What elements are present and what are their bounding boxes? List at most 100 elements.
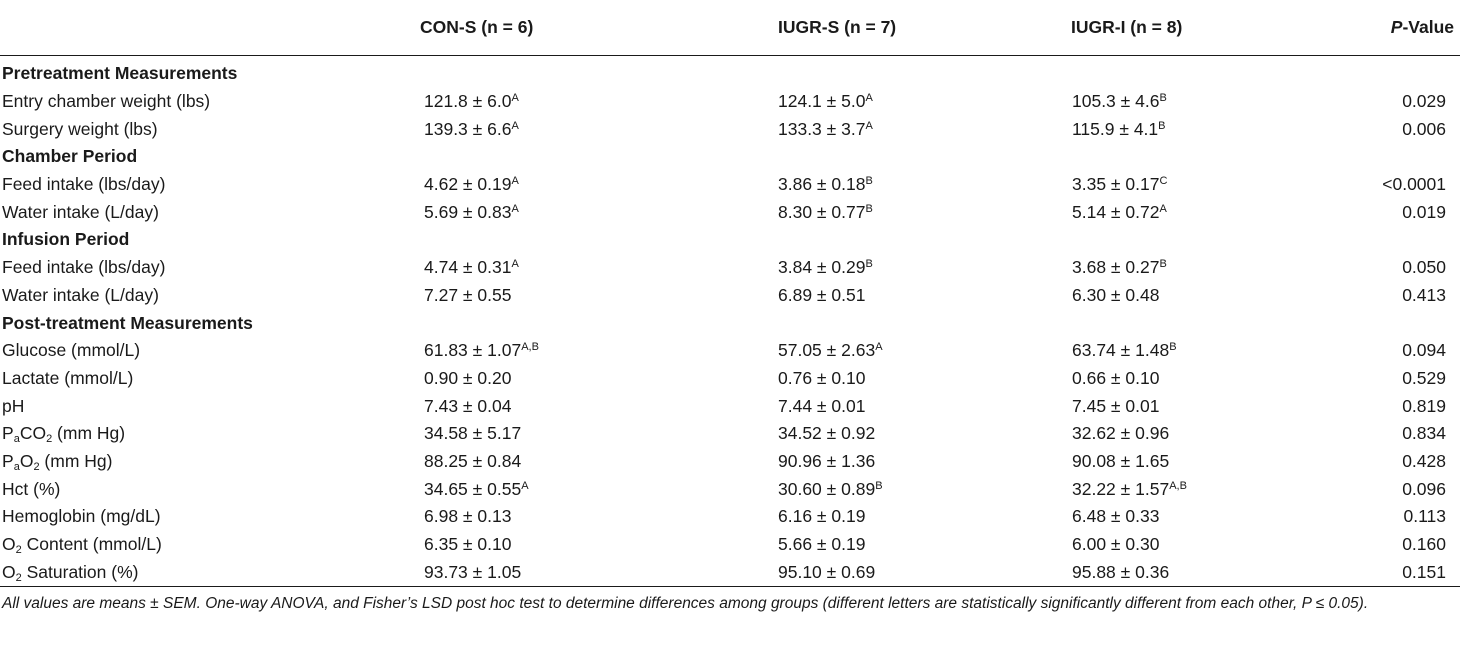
row-label: Feed intake (lbs/day) <box>2 257 166 278</box>
value-con-s: 6.35 ± 0.10 <box>390 531 654 559</box>
mean-sem: 6.89 ± 0.51 <box>778 284 866 305</box>
label-text: Content (mmol/L) <box>21 534 162 555</box>
mean-sem: 0.76 ± 0.10 <box>778 367 866 388</box>
value-iugr-s: 7.44 ± 0.01 <box>654 392 999 420</box>
value-con-s: 34.58 ± 5.17 <box>390 420 654 448</box>
mean-sem: 6.35 ± 0.10 <box>424 534 512 555</box>
mean-sem: 34.52 ± 0.92 <box>778 423 876 444</box>
row-label: PaCO2 (mm Hg) <box>0 420 390 448</box>
table-body: Pretreatment Measurements Entry chamber w… <box>0 56 1460 587</box>
p-value: 0.834 <box>1402 423 1446 444</box>
label-subscript: 2 <box>46 433 53 446</box>
mean-sem: 6.48 ± 0.33 <box>1072 506 1160 527</box>
row-label: pH <box>2 395 25 416</box>
table-row: PaCO2 (mm Hg) 34.58 ± 5.17 34.52 ± 0.92 32.… <box>0 420 1460 448</box>
mean-sem: 4.74 ± 0.31 <box>424 257 512 278</box>
significance-letter: B <box>1169 341 1177 354</box>
p-value: 0.113 <box>1403 506 1447 527</box>
mean-sem: 4.62 ± 0.19 <box>424 174 512 195</box>
row-label: Water intake (L/day) <box>2 201 159 222</box>
table-row: Water intake (L/day) 7.27 ± 0.55 6.89 ± 0.… <box>0 282 1460 310</box>
value-iugr-s: 3.86 ± 0.18B <box>654 171 999 199</box>
value-con-s: 4.62 ± 0.19A <box>390 171 654 199</box>
mean-sem: 88.25 ± 0.84 <box>424 450 522 471</box>
mean-sem: 3.68 ± 0.27 <box>1072 257 1160 278</box>
p-value: 0.006 <box>1402 118 1446 139</box>
mean-sem: 6.98 ± 0.13 <box>424 506 512 527</box>
label-subscript: 2 <box>15 571 22 584</box>
table-row: Glucose (mmol/L) 61.83 ± 1.07A,B 57.05 ± 2… <box>0 337 1460 365</box>
value-iugr-s: 30.60 ± 0.89B <box>654 475 999 503</box>
label-subscript: a <box>13 460 20 473</box>
label-text: CO <box>19 423 47 444</box>
header-p-rest: -Value <box>1402 17 1454 37</box>
significance-letter: B <box>865 202 873 215</box>
significance-letter: A <box>511 258 519 271</box>
value-iugr-s: 34.52 ± 0.92 <box>654 420 999 448</box>
table-row: Hct (%) 34.65 ± 0.55A 30.60 ± 0.89B 32.22 ±… <box>0 475 1460 503</box>
p-value: 0.019 <box>1402 201 1446 222</box>
row-label: O2 Saturation (%) <box>0 558 390 586</box>
value-con-s: 61.83 ± 1.07A,B <box>390 337 654 365</box>
significance-letter: B <box>865 175 873 188</box>
mean-sem: 30.60 ± 0.89 <box>778 478 876 499</box>
value-con-s: 93.73 ± 1.05 <box>390 558 654 586</box>
data-table: CON-S (n = 6) IUGR-S (n = 7) IUGR-I (n =… <box>0 17 1460 587</box>
section-row: Post-treatment Measurements <box>0 309 1460 337</box>
value-iugr-s: 8.30 ± 0.77B <box>654 198 999 226</box>
significance-letter: A,B <box>521 341 539 354</box>
p-value: 0.050 <box>1402 257 1446 278</box>
mean-sem: 7.27 ± 0.55 <box>424 284 512 305</box>
value-con-s: 7.43 ± 0.04 <box>390 392 654 420</box>
mean-sem: 6.30 ± 0.48 <box>1072 284 1160 305</box>
p-value: 0.819 <box>1402 395 1446 416</box>
mean-sem: 32.62 ± 0.96 <box>1072 423 1170 444</box>
section-heading: Post-treatment Measurements <box>2 312 253 333</box>
mean-sem: 3.86 ± 0.18 <box>778 174 866 195</box>
section-row: Chamber Period <box>0 143 1460 171</box>
mean-sem: 6.16 ± 0.19 <box>778 506 866 527</box>
value-iugr-i: 5.14 ± 0.72A <box>999 198 1309 226</box>
value-iugr-i: 95.88 ± 0.36 <box>999 558 1309 586</box>
mean-sem: 133.3 ± 3.7 <box>778 118 866 139</box>
value-iugr-s: 90.96 ± 1.36 <box>654 448 999 476</box>
value-iugr-i: 3.35 ± 0.17C <box>999 171 1309 199</box>
p-value: 0.413 <box>1402 284 1446 305</box>
label-text: (mm Hg) <box>52 423 126 444</box>
mean-sem: 3.84 ± 0.29 <box>778 257 866 278</box>
mean-sem: 34.65 ± 0.55 <box>424 478 522 499</box>
value-con-s: 121.8 ± 6.0A <box>390 88 654 116</box>
table-row: Feed intake (lbs/day) 4.62 ± 0.19A 3.86 ± … <box>0 171 1460 199</box>
label-text: Saturation (%) <box>21 561 139 582</box>
mean-sem: 90.96 ± 1.36 <box>778 450 876 471</box>
significance-letter: A,B <box>1169 479 1187 492</box>
significance-letter: A <box>521 479 529 492</box>
section-heading: Pretreatment Measurements <box>2 63 238 84</box>
mean-sem: 124.1 ± 5.0 <box>778 91 866 112</box>
value-iugr-s: 133.3 ± 3.7A <box>654 115 999 143</box>
value-iugr-i: 90.08 ± 1.65 <box>999 448 1309 476</box>
significance-letter: B <box>1159 258 1167 271</box>
section-heading: Chamber Period <box>2 146 138 167</box>
value-con-s: 6.98 ± 0.13 <box>390 503 654 531</box>
value-iugr-s: 0.76 ± 0.10 <box>654 365 999 393</box>
mean-sem: 90.08 ± 1.65 <box>1072 450 1170 471</box>
significance-letter: A <box>875 341 883 354</box>
significance-letter: B <box>875 479 883 492</box>
row-label: Entry chamber weight (lbs) <box>2 91 211 112</box>
value-iugr-i: 6.30 ± 0.48 <box>999 282 1309 310</box>
significance-letter: C <box>1159 175 1168 188</box>
value-iugr-s: 57.05 ± 2.63A <box>654 337 999 365</box>
table-row: Surgery weight (lbs) 139.3 ± 6.6A 133.3 ± … <box>0 115 1460 143</box>
p-value: 0.428 <box>1402 450 1446 471</box>
label-text: P <box>2 423 14 444</box>
mean-sem: 115.9 ± 4.1 <box>1072 118 1159 139</box>
mean-sem: 95.88 ± 0.36 <box>1072 561 1170 582</box>
p-value: 0.529 <box>1402 367 1446 388</box>
row-label: PaO2 (mm Hg) <box>0 448 390 476</box>
mean-sem: 8.30 ± 0.77 <box>778 201 866 222</box>
label-text: O <box>2 561 16 582</box>
value-iugr-i: 63.74 ± 1.48B <box>999 337 1309 365</box>
table-row: Entry chamber weight (lbs) 121.8 ± 6.0A 12… <box>0 88 1460 116</box>
value-iugr-i: 115.9 ± 4.1B <box>999 115 1309 143</box>
